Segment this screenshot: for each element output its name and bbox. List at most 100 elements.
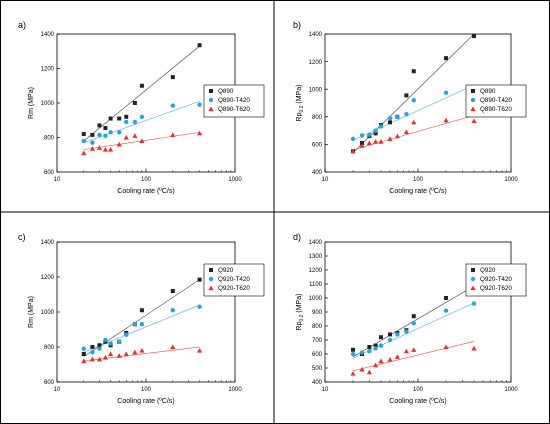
y-axis-label: Rm (MPa) [28,87,35,119]
data-point [139,347,145,353]
y-tick-label: 800 [312,115,323,121]
panel-label: c) [18,232,26,242]
x-tick-label: 1000 [504,177,518,183]
y-axis-label: Rm (MPa) [28,296,35,328]
data-point [81,132,86,137]
data-point [117,339,122,344]
panel-b: b) 400 600 800 1000 1200 1400 10 100 1000 Cooling … [293,20,527,195]
legend-label: Q890 [480,88,496,95]
data-point [378,343,384,348]
data-point [443,296,448,300]
data-point [411,347,417,352]
data-point [108,341,113,346]
legend-marker [470,276,476,282]
legend-label: Q920-T620 [218,285,250,292]
data-point [378,358,384,364]
y-tick-label: 400 [312,380,323,386]
y-tick-label: 1400 [41,32,55,38]
legend-marker [209,268,213,272]
y-tick-label: 900 [312,310,323,316]
data-point [388,120,393,125]
data-point [378,139,384,144]
data-point [170,289,175,293]
data-point [89,146,96,151]
panel-label: b) [293,20,301,30]
data-point [367,349,372,354]
legend: Q920 Q920-T420 Q920-T620 [465,263,527,297]
x-tick-label: 1000 [504,387,518,393]
data-point [107,351,114,357]
data-point [97,123,102,128]
data-point [170,103,175,108]
data-point [117,130,122,135]
data-point [132,349,138,355]
data-point [443,56,448,61]
y-tick-label: 600 [44,380,55,386]
fit-line [352,33,475,153]
legend: Q920 Q920-T420 Q920-T620 [203,263,265,297]
y-tick-label: 1000 [309,296,323,302]
legend-marker [471,268,475,272]
y-tick-label: 1100 [309,282,323,288]
legend-label: Q920 [480,267,496,274]
legend-marker [209,89,213,93]
data-point [108,130,113,135]
legend: Q890 Q890-T420 Q890-T620 [465,84,527,118]
x-tick-label: 100 [413,387,424,393]
data-point [378,124,384,129]
data-point [443,117,449,123]
y-tick-label: 1000 [41,310,55,316]
legend-marker [208,276,214,282]
y-tick-label: 1200 [309,268,323,274]
y-tick-label: 600 [312,143,323,149]
data-point [471,301,477,306]
fit-line [352,341,475,372]
data-point [90,132,95,137]
data-point [403,129,409,135]
x-tick-label: 100 [413,177,424,183]
legend-label: Q920-T620 [480,285,512,292]
data-point [117,116,122,121]
legend-box [203,263,265,297]
y-tick-label: 400 [312,170,323,176]
data-point [81,138,86,144]
data-point [107,146,114,152]
y-tick-label: 600 [44,170,55,176]
data-point [359,143,365,148]
x-axis-label: Cooling rate (ºC/s) [117,398,174,405]
data-point [359,366,365,372]
y-tick-label: 800 [44,345,55,351]
data-point [97,346,102,351]
data-point [96,356,103,362]
legend-label: Q890-T620 [218,106,250,113]
panel-d: d) 400 500 600 700 800 900 1000 1100 1200 1300 1400… [293,232,527,405]
y-tick-label: 1200 [309,60,323,66]
fit-line [352,84,475,141]
data-point [388,332,393,337]
fit-line [352,302,475,359]
fit-line [352,115,475,151]
y-tick-label: 1000 [309,87,323,93]
x-axis-label: Cooling rate (ºC/s) [389,398,446,405]
x-tick-label: 100 [141,177,152,183]
data-point [139,83,144,88]
panel-c: c) 600 800 1000 1200 1400 10 100 1000 Cooling rat… [18,232,265,405]
data-point [81,150,87,156]
data-point [350,351,356,357]
data-point [170,75,175,80]
data-point [96,145,103,150]
y-tick-label: 1200 [41,275,55,281]
data-point [81,346,86,351]
data-point [395,114,400,120]
data-point [373,343,378,348]
fit-line [83,279,200,357]
data-point [139,322,145,327]
legend-marker [208,97,214,103]
data-point [132,119,138,125]
data-point [139,308,144,313]
y-tick-label: 800 [44,136,55,142]
data-point [411,98,416,103]
x-axis-label: Cooling rate (ºC/s) [389,188,446,195]
data-point [103,337,108,343]
y-tick-label: 600 [312,352,323,358]
